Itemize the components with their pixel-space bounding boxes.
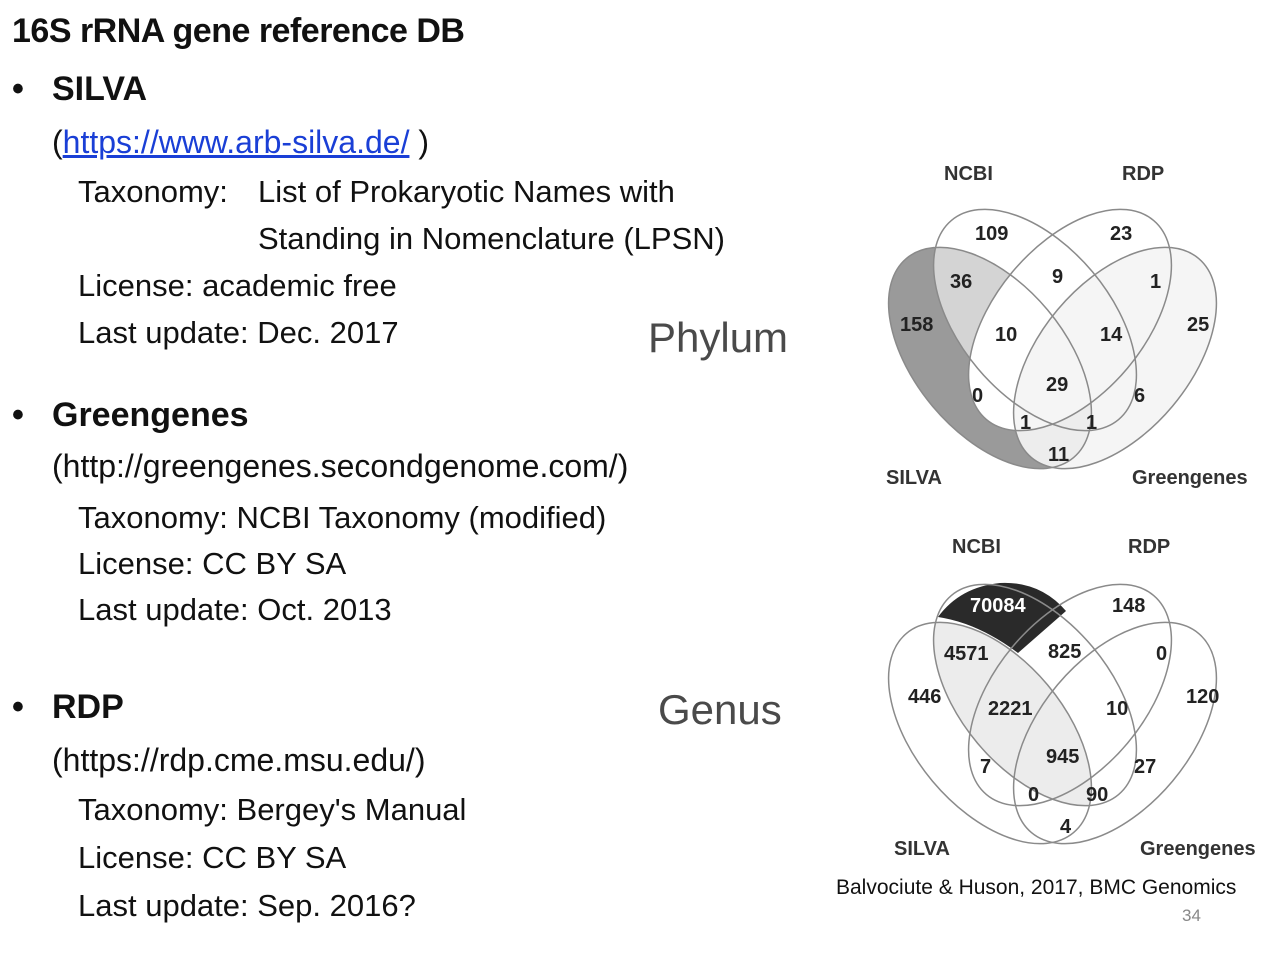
greengenes-taxonomy: Taxonomy: NCBI Taxonomy (modified) xyxy=(78,500,607,535)
region-all-four: 945 xyxy=(1046,746,1079,768)
region-ncbi-only: 70084 xyxy=(970,595,1026,617)
region-silva-ncbi-greengenes: 1 xyxy=(1086,412,1097,434)
silva-license: License: academic free xyxy=(78,268,397,303)
region-ncbi-rdp: 9 xyxy=(1052,266,1063,288)
db-name-silva: SILVA xyxy=(52,70,148,108)
silva-taxonomy-line1: List of Prokaryotic Names with xyxy=(258,174,675,209)
greengenes-set-outline xyxy=(1012,246,1218,470)
region-greengenes-only: 120 xyxy=(1186,686,1219,708)
bullet-rdp: • RDP xyxy=(12,688,124,727)
silva-set-outline xyxy=(887,621,1093,845)
region-ncbi-greengenes: 27 xyxy=(1134,756,1156,778)
region-ncbi-rdp-greengenes: 10 xyxy=(1106,698,1128,720)
region-silva-only: 158 xyxy=(900,314,933,336)
region-silva-rdp: 0 xyxy=(972,385,983,407)
region-silva-ncbi-rdp: 2221 xyxy=(988,698,1033,720)
bullet-greengenes: • Greengenes xyxy=(12,396,249,435)
silva-set-label: SILVA xyxy=(886,467,942,489)
genus-venn-diagram: NCBI RDP SILVA Greengenes 70084 148 4571… xyxy=(887,536,1256,860)
region-ncbi-rdp: 825 xyxy=(1048,641,1081,663)
greengenes-set-label: Greengenes xyxy=(1140,838,1256,860)
region-rdp-greengenes: 1 xyxy=(1150,271,1161,293)
silva-last-update: Last update: Dec. 2017 xyxy=(78,315,399,350)
region-silva-rdp-greengenes: 1 xyxy=(1020,412,1031,434)
region-silva-ncbi: 4571 xyxy=(944,643,989,665)
region-ncbi-only: 109 xyxy=(975,223,1008,245)
db-name-greengenes: Greengenes xyxy=(52,396,249,434)
silva-taxonomy-key: Taxonomy: xyxy=(78,174,228,209)
silva-taxonomy-line2: Standing in Nomenclature (LPSN) xyxy=(258,221,725,256)
rdp-taxonomy: Taxonomy: Bergey's Manual xyxy=(78,792,467,827)
ncbi-set-outline xyxy=(932,208,1138,432)
region-silva-ncbi-rdp: 10 xyxy=(995,324,1017,346)
ncbi-set-label: NCBI xyxy=(952,536,1001,558)
greengenes-license: License: CC BY SA xyxy=(78,546,347,581)
ncbi-set-outline xyxy=(932,583,1138,807)
region-rdp-only: 148 xyxy=(1112,595,1145,617)
rdp-set-label: RDP xyxy=(1128,536,1170,558)
ncbi-only-shape xyxy=(938,582,1066,653)
bullet-dot: • xyxy=(12,70,24,108)
region-silva-rdp: 7 xyxy=(980,756,991,778)
rdp-set-label: RDP xyxy=(1122,163,1164,185)
region-greengenes-only: 25 xyxy=(1187,314,1209,336)
phylum-venn-diagram: NCBI RDP SILVA Greengenes 109 23 36 9 1 … xyxy=(886,163,1248,489)
rdp-set-outline xyxy=(967,583,1173,807)
region-silva-greengenes: 4 xyxy=(1060,816,1072,838)
region-silva-rdp-greengenes: 0 xyxy=(1028,784,1039,806)
greengenes-set-outline xyxy=(1012,621,1218,845)
rdp-last-update: Last update: Sep. 2016? xyxy=(78,888,416,923)
region-rdp-only: 23 xyxy=(1110,223,1132,245)
url-line-silva: (https://www.arb-silva.de/ ) xyxy=(52,124,429,161)
bullet-silva: • SILVA xyxy=(12,70,147,109)
url-close-paren: ) xyxy=(409,124,429,160)
greengenes-url: (http://greengenes.secondgenome.com/) xyxy=(52,448,629,484)
silva-url-link[interactable]: https://www.arb-silva.de/ xyxy=(62,124,410,160)
url-open-paren: ( xyxy=(52,124,63,160)
silva-set-label: SILVA xyxy=(894,838,950,860)
slide-title: 16S rRNA gene reference DB xyxy=(12,12,465,50)
region-silva-ncbi: 36 xyxy=(950,271,972,293)
rdp-set-outline xyxy=(967,208,1173,432)
region-ncbi-greengenes: 6 xyxy=(1134,385,1145,407)
rdp-license: License: CC BY SA xyxy=(78,840,347,875)
citation: Balvociute & Huson, 2017, BMC Genomics xyxy=(836,876,1237,899)
silva-set-outline xyxy=(887,246,1093,470)
region-rdp-greengenes: 0 xyxy=(1156,643,1167,665)
bullet-dot: • xyxy=(12,396,24,434)
region-all-four: 29 xyxy=(1046,374,1068,396)
bullet-dot: • xyxy=(12,688,24,726)
page-number: 34 xyxy=(1182,906,1201,925)
region-silva-only: 446 xyxy=(908,686,941,708)
rdp-url: (https://rdp.cme.msu.edu/) xyxy=(52,742,426,778)
phylum-label: Phylum xyxy=(648,314,789,361)
genus-label: Genus xyxy=(658,686,782,733)
ncbi-set-label: NCBI xyxy=(944,163,993,185)
region-ncbi-rdp-greengenes: 14 xyxy=(1100,324,1123,346)
db-name-rdp: RDP xyxy=(52,688,124,726)
greengenes-set-label: Greengenes xyxy=(1132,467,1248,489)
region-silva-ncbi-greengenes: 90 xyxy=(1086,784,1108,806)
greengenes-last-update: Last update: Oct. 2013 xyxy=(78,592,392,627)
region-silva-greengenes: 11 xyxy=(1048,444,1069,466)
